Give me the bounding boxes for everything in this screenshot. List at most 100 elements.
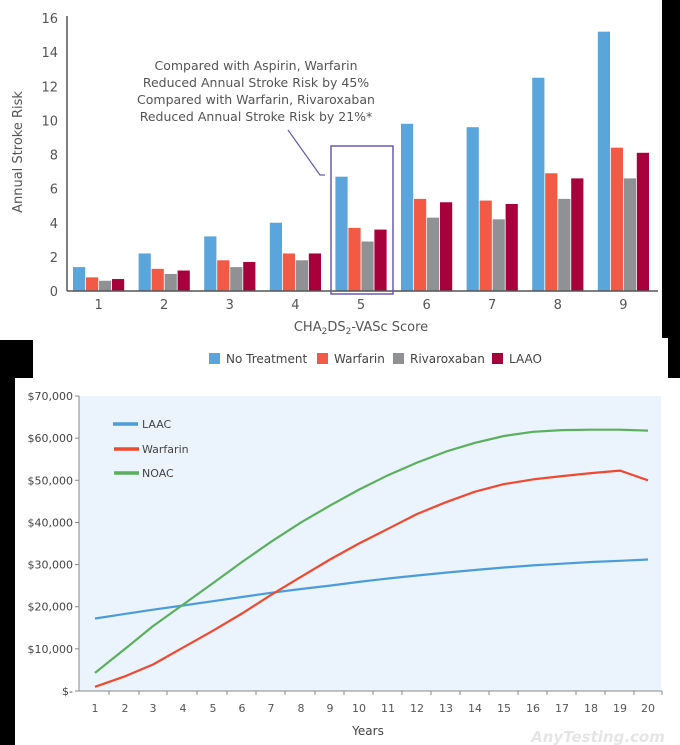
y-tick-label: $60,000 — [28, 432, 74, 445]
black-border-right-top — [662, 0, 680, 338]
bar-rivaroxaban-2 — [164, 273, 177, 291]
annotation-line: Reduced Annual Stroke Risk by 21%* — [140, 109, 373, 124]
line-laac — [94, 558, 649, 620]
y-tick-label: 4 — [50, 217, 58, 232]
bar-laao-7 — [505, 203, 518, 291]
bar-no-treatment-4 — [269, 222, 282, 291]
y-tick-label: 14 — [41, 46, 58, 61]
annotation-text: Compared with Aspirin, Warfarin Reduced … — [137, 58, 375, 124]
x-tick-label: 8 — [554, 298, 562, 313]
legend-swatch-rivaroxaban — [393, 353, 404, 364]
bar-laao-1 — [112, 279, 125, 291]
x-tick-label: 7 — [488, 298, 496, 313]
bar-laao-9 — [636, 152, 649, 291]
y-tick-label: $40,000 — [28, 516, 74, 529]
legend-label: Warfarin — [334, 352, 385, 366]
bar-no-treatment-2 — [138, 253, 151, 291]
x-tick-label: 2 — [160, 298, 168, 313]
bar-no-treatment-7 — [466, 127, 479, 291]
annotation-line: Compared with Warfarin, Rivaroxaban — [137, 92, 375, 107]
bar-rivaroxaban-3 — [230, 267, 243, 291]
y-tick-label: $30,000 — [28, 559, 74, 572]
bar-laao-2 — [177, 270, 190, 291]
bar-warfarin-6 — [414, 198, 427, 291]
y-tick-label: 10 — [41, 114, 58, 129]
x-tick-label: 19 — [613, 702, 627, 715]
x-tick-label: 1 — [94, 298, 102, 313]
x-tick-label: 11 — [381, 702, 395, 715]
x-tick-label: 2 — [122, 702, 129, 715]
black-border-right-step — [668, 338, 680, 378]
y-tick-label: $70,000 — [28, 390, 74, 403]
bar-warfarin-5 — [348, 227, 361, 291]
x-tick-label: 1 — [92, 702, 99, 715]
y-tick-label: $10,000 — [28, 643, 74, 656]
bar-rivaroxaban-9 — [623, 178, 636, 291]
bar-rivaroxaban-8 — [558, 198, 571, 291]
bar-rivaroxaban-4 — [295, 260, 308, 291]
x-tick-label: 10 — [352, 702, 366, 715]
y-tick-label: 0 — [50, 285, 58, 300]
line-warfarin — [94, 469, 649, 688]
bar-no-treatment-6 — [401, 123, 414, 291]
legend-label: Rivaroxaban — [410, 352, 485, 366]
legend-label: LAAC — [142, 418, 172, 431]
black-border-left-top — [0, 340, 33, 378]
legend-label: LAAO — [509, 352, 542, 366]
legend-swatch-warfarin — [317, 353, 328, 364]
x-tick-label: 6 — [239, 702, 246, 715]
y-tick-label: 6 — [50, 183, 58, 198]
x-tick-label: 18 — [584, 702, 598, 715]
x-tick-label: 4 — [291, 298, 299, 313]
x-tick-label: 17 — [555, 702, 569, 715]
x-tick-label: 7 — [268, 702, 275, 715]
x-tick-label: 16 — [526, 702, 540, 715]
x-tick-label: 3 — [150, 702, 157, 715]
watermark-text: AnyTesting.com — [530, 728, 665, 745]
x-tick-label: 3 — [226, 298, 234, 313]
y-axis-label: Annual Stroke Risk — [11, 91, 26, 213]
black-border-left — [0, 378, 15, 745]
bar-laao-4 — [308, 253, 321, 291]
x-tick-label: 4 — [180, 702, 187, 715]
legend: LAAC Warfarin NOAC — [113, 418, 189, 480]
x-tick-label: 9 — [327, 702, 334, 715]
bar-warfarin-8 — [545, 173, 558, 291]
y-tick-label: 8 — [50, 149, 58, 164]
bar-no-treatment-3 — [204, 236, 217, 291]
highlight-box — [330, 145, 394, 295]
bar-rivaroxaban-5 — [361, 241, 374, 291]
x-tick-label: 5 — [210, 702, 217, 715]
y-tick-label: 2 — [50, 251, 58, 266]
x-tick-label: 5 — [357, 298, 365, 313]
annotation-leader-line — [287, 129, 325, 176]
x-tick-label: 12 — [410, 702, 424, 715]
plot-background — [79, 396, 661, 691]
x-tick-label: 14 — [468, 702, 482, 715]
x-tick-label: 13 — [439, 702, 453, 715]
line-noac — [94, 428, 649, 674]
y-tick-label: $50,000 — [28, 474, 74, 487]
x-axis-label: Years — [351, 724, 384, 738]
bar-rivaroxaban-7 — [492, 219, 505, 291]
bar-no-treatment-1 — [73, 267, 86, 291]
y-tick-label: 12 — [41, 80, 58, 95]
bar-warfarin-1 — [86, 277, 99, 291]
watermark: AnyTesting.com — [530, 728, 665, 745]
legend-swatch-laao — [492, 353, 503, 364]
legend-swatch-no-treatment — [209, 353, 220, 364]
x-tick-label: 20 — [641, 702, 655, 715]
x-tick-label: 8 — [298, 702, 305, 715]
y-tick-label: $20,000 — [28, 601, 74, 614]
bar-warfarin-3 — [217, 260, 230, 291]
y-tick-label: $- — [62, 685, 73, 698]
bar-laao-8 — [571, 178, 584, 291]
bar-rivaroxaban-6 — [427, 217, 440, 291]
legend: No Treatment Warfarin Rivaroxaban LAAO — [209, 352, 542, 366]
bar-no-treatment-8 — [532, 77, 545, 291]
bar-laao-6 — [440, 202, 453, 291]
bar-warfarin-2 — [151, 268, 164, 291]
bar-warfarin-4 — [282, 253, 295, 291]
bar-rivaroxaban-1 — [99, 280, 112, 291]
